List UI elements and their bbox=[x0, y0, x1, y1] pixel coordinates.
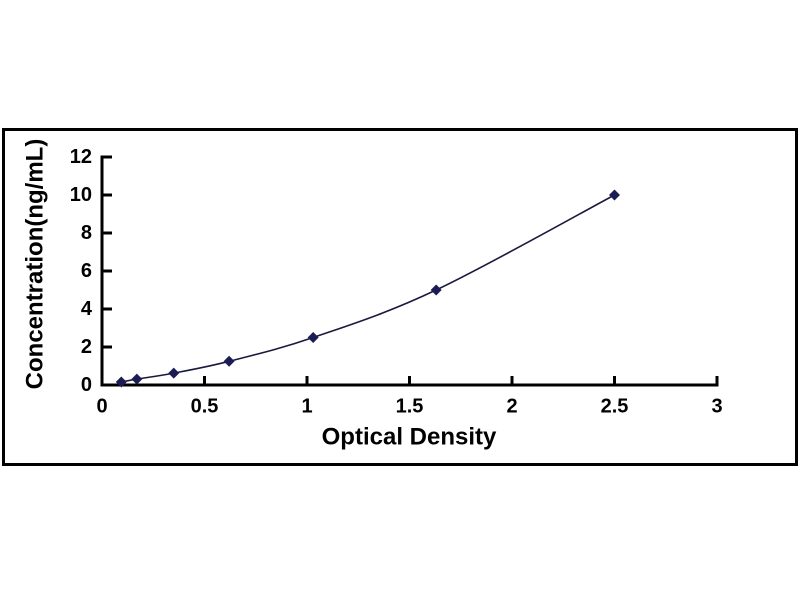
curve-line bbox=[121, 194, 615, 383]
data-point-marker bbox=[131, 373, 143, 385]
chart-frame: 0 0.5 1 1.5 2 2.5 3 0 2 4 6 8 10 12 Optical Density C… bbox=[2, 128, 798, 466]
data-point-marker bbox=[115, 376, 127, 388]
y-tick-label: 2 bbox=[81, 336, 92, 358]
y-tick-label: 0 bbox=[81, 374, 92, 396]
x-tick-label: 1 bbox=[301, 396, 312, 418]
axis-spine bbox=[100, 155, 719, 387]
y-tick-label: 6 bbox=[81, 260, 92, 282]
axes-layer bbox=[100, 155, 719, 387]
x-tick-label: 2 bbox=[506, 396, 517, 418]
y-tick-label: 8 bbox=[81, 222, 92, 244]
data-point-marker bbox=[609, 189, 620, 201]
y-tick-label: 12 bbox=[70, 146, 92, 168]
y-tick-label: 10 bbox=[70, 184, 92, 206]
y-axis-title: Concentration(ng/mL) bbox=[22, 139, 49, 390]
x-tick-label: 0.5 bbox=[191, 396, 219, 418]
standard-curve-chart: 0 0.5 1 1.5 2 2.5 3 0 2 4 6 8 10 12 Optical Density C… bbox=[22, 139, 723, 451]
x-tick-label: 0 bbox=[96, 396, 107, 418]
data-point-marker bbox=[223, 355, 235, 367]
data-point-marker bbox=[307, 332, 319, 343]
data-point-marker bbox=[430, 284, 442, 296]
x-tick-label: 2.5 bbox=[601, 396, 629, 418]
y-tick-label: 4 bbox=[81, 298, 93, 320]
data-series-layer bbox=[115, 189, 620, 388]
data-point-marker bbox=[168, 367, 180, 379]
x-tick-label: 1.5 bbox=[396, 396, 424, 418]
ticks-layer: 0 0.5 1 1.5 2 2.5 3 0 2 4 6 8 10 12 bbox=[70, 146, 723, 418]
x-tick-label: 3 bbox=[711, 396, 722, 418]
x-axis-title: Optical Density bbox=[322, 424, 497, 451]
